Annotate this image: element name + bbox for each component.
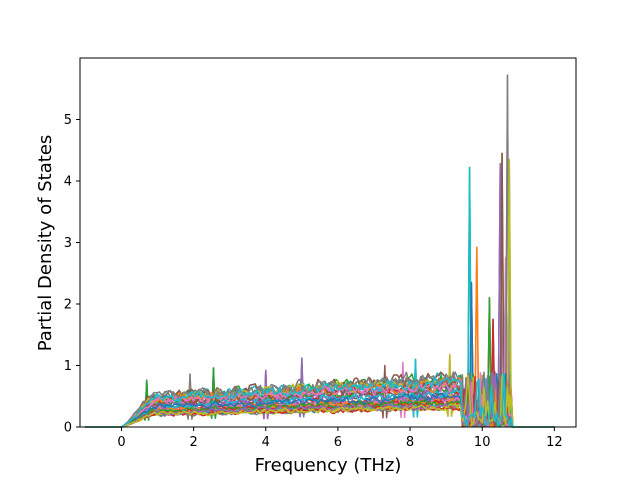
y-tick-label: 5 xyxy=(64,113,72,128)
y-tick-label: 0 xyxy=(64,421,72,436)
x-tick-label: 10 xyxy=(474,435,491,450)
x-tick-label: 12 xyxy=(546,435,563,450)
pdos-series-line xyxy=(85,374,555,428)
pdos-series-line xyxy=(85,371,555,428)
y-axis-ticks: 0 1 2 3 4 5 xyxy=(64,113,80,436)
pdos-series-line xyxy=(85,374,555,428)
y-tick-label: 4 xyxy=(64,175,72,190)
x-tick-label: 0 xyxy=(117,435,125,450)
pdos-series-line xyxy=(85,373,555,428)
x-tick-label: 8 xyxy=(406,435,414,450)
y-tick-label: 1 xyxy=(64,359,72,374)
x-axis-ticks: 0 2 4 6 8 10 12 xyxy=(117,427,563,450)
y-tick-label: 3 xyxy=(64,236,72,251)
series-lines xyxy=(85,74,555,428)
x-tick-label: 2 xyxy=(189,435,197,450)
x-tick-label: 6 xyxy=(334,435,342,450)
x-tick-label: 4 xyxy=(262,435,270,450)
x-axis-label: Frequency (THz) xyxy=(255,455,402,476)
y-tick-label: 2 xyxy=(64,298,72,313)
y-axis-label: Partial Density of States xyxy=(35,135,56,352)
